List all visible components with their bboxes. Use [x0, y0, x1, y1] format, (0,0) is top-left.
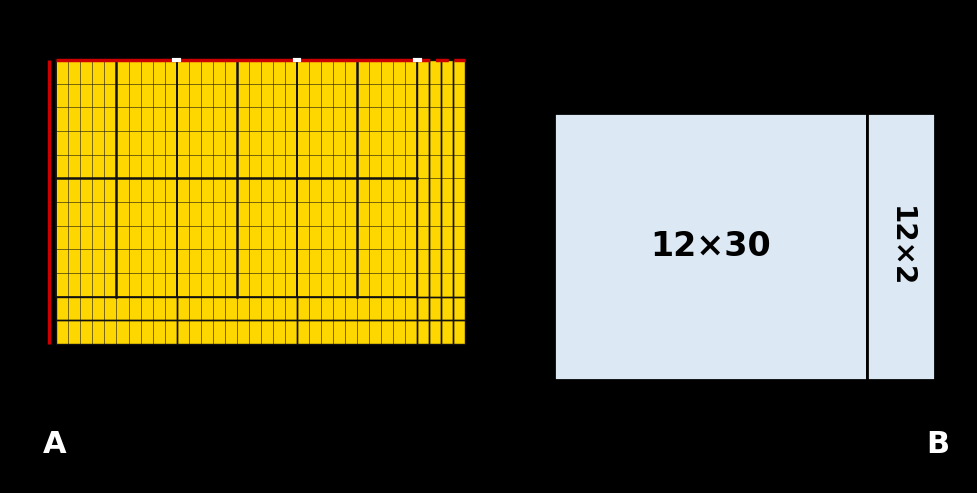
Bar: [297, 320, 417, 344]
Bar: [453, 297, 465, 320]
Bar: [441, 60, 453, 297]
Bar: [177, 320, 297, 344]
Bar: [417, 60, 429, 297]
Bar: [429, 297, 441, 320]
Bar: [866, 113, 934, 380]
Bar: [453, 320, 465, 344]
Bar: [57, 320, 177, 344]
Text: 384 ÷ 12 = _______: 384 ÷ 12 = _______: [36, 394, 370, 427]
Bar: [417, 320, 429, 344]
Bar: [441, 320, 453, 344]
Bar: [417, 320, 429, 344]
Bar: [453, 60, 465, 297]
Text: A: A: [43, 430, 66, 459]
Text: 12: 12: [488, 230, 535, 263]
Bar: [417, 297, 429, 320]
Bar: [57, 297, 177, 320]
Bar: [453, 60, 465, 297]
Bar: [429, 297, 441, 320]
Bar: [297, 297, 417, 320]
Bar: [57, 60, 177, 297]
Bar: [177, 297, 297, 320]
Bar: [417, 60, 429, 297]
Text: 30: 30: [686, 53, 733, 85]
Bar: [429, 320, 441, 344]
Bar: [453, 320, 465, 344]
Bar: [297, 297, 417, 320]
Text: 12×30: 12×30: [649, 230, 770, 263]
Bar: [429, 320, 441, 344]
Bar: [57, 297, 177, 320]
Bar: [553, 113, 866, 380]
Bar: [177, 60, 297, 297]
Bar: [297, 60, 417, 297]
Bar: [177, 60, 297, 297]
Bar: [57, 320, 177, 344]
Bar: [417, 297, 429, 320]
Bar: [297, 60, 417, 297]
Bar: [441, 60, 453, 297]
Bar: [177, 320, 297, 344]
Bar: [429, 60, 441, 297]
Bar: [441, 297, 453, 320]
Bar: [297, 320, 417, 344]
Text: B: B: [925, 430, 949, 459]
Bar: [177, 297, 297, 320]
Bar: [441, 320, 453, 344]
Bar: [429, 60, 441, 297]
Text: 2: 2: [888, 53, 912, 85]
Bar: [453, 297, 465, 320]
Bar: [57, 60, 177, 297]
Bar: [441, 297, 453, 320]
Text: 12×2: 12×2: [886, 206, 914, 287]
